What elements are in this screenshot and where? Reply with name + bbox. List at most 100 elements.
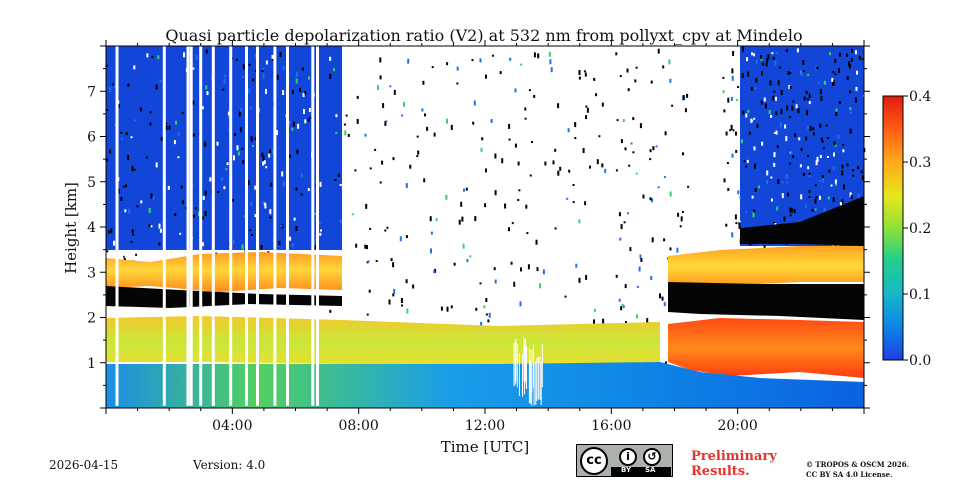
noise-pixel: [167, 185, 170, 190]
noise-pixel: [738, 220, 741, 223]
noise-pixel: [431, 66, 434, 69]
noise-pixel: [120, 197, 123, 201]
noise-pixel: [835, 182, 837, 186]
noise-pixel: [777, 179, 780, 184]
noise-pixel: [861, 58, 864, 61]
noise-pixel: [388, 299, 391, 305]
noise-pixel: [584, 72, 587, 77]
noise-pixel: [262, 73, 265, 79]
noise-pixel: [180, 185, 183, 189]
noise-pixel: [735, 76, 737, 80]
noise-pixel: [730, 124, 733, 130]
noise-pixel: [842, 143, 845, 146]
noise-pixel: [858, 55, 861, 60]
noise-pixel: [760, 100, 763, 105]
noise-pixel: [241, 76, 244, 79]
noise-pixel: [381, 160, 384, 165]
noise-pixel: [792, 155, 795, 158]
noise-pixel: [204, 190, 207, 196]
noise-pixel: [249, 229, 252, 232]
noise-pixel: [177, 156, 180, 159]
colorbar-gradient: [882, 95, 904, 361]
noise-pixel: [155, 84, 158, 90]
colorbar-tick-label: 0.0: [909, 353, 931, 369]
noise-pixel: [760, 55, 763, 59]
noise-pixel: [177, 132, 180, 137]
noise-pixel: [393, 178, 396, 183]
noise-pixel: [734, 214, 737, 220]
noise-pixel: [133, 168, 136, 171]
noise-pixel: [427, 94, 430, 98]
noise-pixel: [227, 111, 230, 116]
cloud-streak-thin: [523, 351, 525, 395]
noise-pixel: [731, 68, 734, 74]
noise-pixel: [821, 140, 824, 143]
noise-pixel: [574, 201, 577, 205]
noise-pixel: [663, 238, 666, 242]
noise-pixel: [307, 188, 310, 191]
noise-pixel: [778, 66, 781, 69]
noise-pixel: [439, 228, 442, 234]
noise-pixel: [838, 101, 841, 104]
noise-pixel: [480, 223, 483, 226]
noise-pixel: [347, 134, 350, 137]
noise-pixel: [769, 80, 772, 86]
cloud-streak-thin: [526, 346, 527, 390]
noise-pixel: [753, 209, 756, 214]
noise-pixel: [508, 123, 511, 129]
noise-pixel: [120, 137, 123, 140]
noise-pixel: [755, 78, 758, 81]
noise-pixel: [595, 93, 598, 97]
cloud-streak-thin: [536, 357, 538, 401]
noise-pixel: [248, 63, 251, 66]
noise-pixel: [803, 96, 806, 101]
noise-pixel: [238, 111, 241, 117]
noise-pixel: [242, 159, 245, 164]
noise-pixel: [542, 269, 545, 275]
noise-pixel: [789, 214, 792, 217]
noise-pixel: [632, 151, 635, 154]
noise-pixel: [681, 210, 684, 213]
noise-pixel: [552, 160, 555, 165]
noise-pixel: [192, 67, 195, 70]
noise-pixel: [812, 127, 815, 131]
noise-pixel: [179, 232, 182, 235]
noise-pixel: [753, 146, 756, 151]
noise-pixel: [826, 156, 829, 158]
noise-pixel: [766, 170, 769, 176]
noise-pixel: [412, 284, 415, 289]
noise-pixel: [815, 160, 818, 166]
noise-pixel: [160, 136, 163, 141]
noise-pixel: [762, 62, 764, 66]
noise-pixel: [636, 285, 639, 288]
noise-pixel: [608, 275, 611, 281]
noise-pixel: [755, 59, 758, 64]
noise-pixel: [151, 56, 154, 59]
noise-pixel: [831, 77, 834, 82]
noise-pixel: [770, 176, 773, 179]
noise-pixel: [823, 80, 826, 85]
noise-pixel: [492, 54, 495, 57]
noise-pixel: [401, 304, 403, 307]
noise-pixel: [830, 184, 833, 187]
y-axis: 1 2 3 4 5 6 7: [87, 45, 870, 409]
noise-pixel: [264, 203, 267, 209]
noise-pixel: [659, 331, 662, 336]
noise-pixel: [737, 196, 739, 200]
noise-pixel: [784, 124, 787, 129]
noise-pixel: [204, 141, 207, 147]
noise-pixel: [677, 212, 680, 217]
noise-pixel: [261, 70, 264, 72]
noise-pixel: [251, 234, 254, 236]
noise-pixel: [731, 232, 734, 238]
noise-pixel: [276, 130, 278, 136]
noise-pixel: [773, 221, 776, 224]
noise-pixel: [849, 192, 852, 198]
noise-pixel: [554, 227, 557, 230]
noise-pixel: [152, 196, 155, 200]
noise-pixel: [838, 68, 840, 74]
noise-pixel: [619, 237, 622, 241]
noise-pixel: [566, 197, 569, 200]
noise-pixel: [857, 166, 860, 170]
noise-pixel: [130, 240, 133, 243]
